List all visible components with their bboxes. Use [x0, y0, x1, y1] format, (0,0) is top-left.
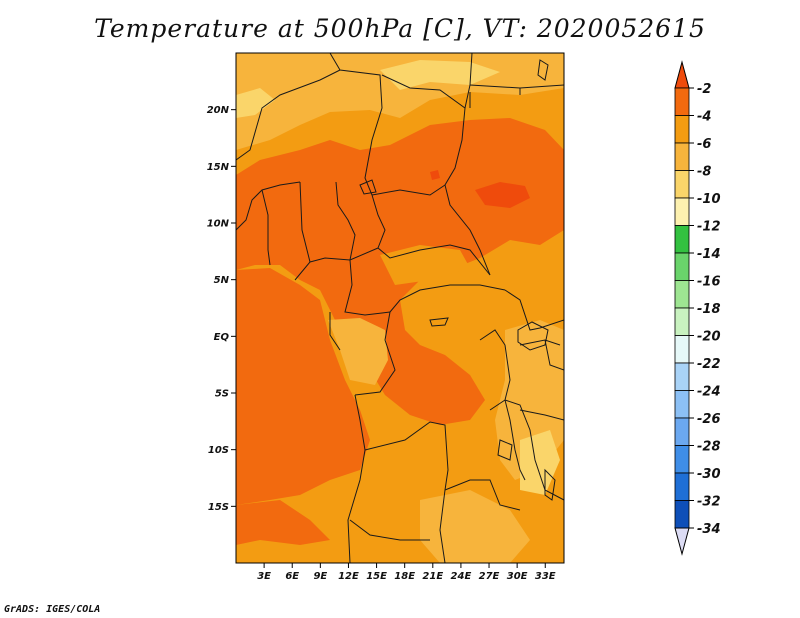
colorbar-level-label: -4 [697, 110, 711, 125]
colorbar-swatch [674, 472, 690, 501]
lon-tick-label: 15E [366, 571, 387, 582]
colorbar-level-label: -10 [697, 192, 721, 207]
lat-tick-label: 15N [207, 162, 230, 173]
colorbar-top-arrow [674, 60, 690, 89]
colorbar-swatch [674, 362, 690, 391]
lon-tick-label: 18E [394, 571, 415, 582]
lon-tick-label: 21E [422, 571, 443, 582]
lat-tick-label: 10N [207, 219, 230, 230]
colorbar-bottom-arrow [674, 527, 690, 556]
lon-tick-label: 6E [285, 571, 299, 582]
longitude-ticks: 3E 6E 9E 12E 15E 18E 21E 24E 27E 30E 33E [257, 563, 556, 582]
colorbar-level-label: -24 [697, 385, 721, 400]
colorbar-level-label: -32 [697, 495, 721, 510]
lat-tick-label: 15S [208, 502, 229, 513]
lakes [359, 59, 556, 501]
colorbar-level-label: -6 [697, 137, 711, 152]
lat-tick-label: 5S [215, 389, 229, 400]
colorbar-swatch [674, 142, 690, 171]
colorbar-swatch [674, 390, 690, 419]
colorbar-level-label: -18 [697, 302, 721, 317]
lon-tick-label: 3E [257, 571, 271, 582]
colorbar-level-label: -14 [697, 247, 721, 262]
country-borders [236, 53, 564, 563]
grads-credit: GrADS: IGES/COLA [4, 604, 101, 615]
lon-tick-label: 27E [479, 571, 500, 582]
field-west-warm-south [236, 500, 330, 545]
colorbar-level-label: -2 [697, 82, 711, 97]
lon-tick-label: 33E [535, 571, 556, 582]
field-west-warm [236, 268, 370, 505]
colorbar-level-label: -30 [697, 467, 721, 482]
field-north-lightest [236, 53, 330, 96]
colorbar-level-label: -34 [697, 522, 721, 537]
colorbar-swatch [674, 115, 690, 144]
lon-tick-label: 24E [451, 571, 472, 582]
colorbar-swatch [674, 225, 690, 254]
field-southeast-pale [520, 430, 560, 495]
colorbar-swatch [674, 307, 690, 336]
colorbar-swatch [674, 417, 690, 446]
colorbar-swatch [674, 170, 690, 199]
field-south-light [420, 490, 530, 563]
colorbar: -2 -4 -6 -8 -10 -12 -14 -16 -18 -20 -22 -24 -26 -28 -3… [674, 60, 721, 556]
colorbar-level-label: -22 [697, 357, 721, 372]
colorbar-swatch [674, 87, 690, 116]
colorbar-swatch [674, 335, 690, 364]
colorbar-level-label: -16 [697, 275, 721, 290]
colorbar-swatch [674, 252, 690, 281]
colorbar-level-label: -8 [697, 165, 711, 180]
lat-tick-label: EQ [214, 332, 230, 343]
colorbar-level-label: -12 [697, 220, 721, 235]
colorbar-swatch [674, 197, 690, 226]
lon-tick-label: 12E [338, 571, 359, 582]
lon-tick-label: 30E [507, 571, 528, 582]
colorbar-swatch [674, 445, 690, 474]
lat-tick-label: 20N [207, 105, 230, 116]
colorbar-level-label: -20 [697, 330, 721, 345]
colorbar-swatch [674, 280, 690, 309]
map-frame [235, 52, 565, 564]
lat-tick-label: 5N [214, 275, 230, 286]
latitude-ticks: 20N 15N 10N 5N EQ 5S 10S 15S [207, 105, 236, 513]
lat-tick-label: 10S [208, 445, 229, 456]
colorbar-swatch [674, 500, 690, 529]
field-northwest-pale [236, 88, 275, 118]
lon-tick-label: 9E [313, 571, 327, 582]
field-hotspot-small [430, 170, 440, 180]
colorbar-level-label: -28 [697, 440, 721, 455]
field-hotspot [475, 182, 530, 208]
chart-title: Temperature at 500hPa [C], VT: 202005261… [94, 14, 706, 43]
colorbar-level-label: -26 [697, 412, 721, 427]
field-congo-light [328, 318, 388, 385]
